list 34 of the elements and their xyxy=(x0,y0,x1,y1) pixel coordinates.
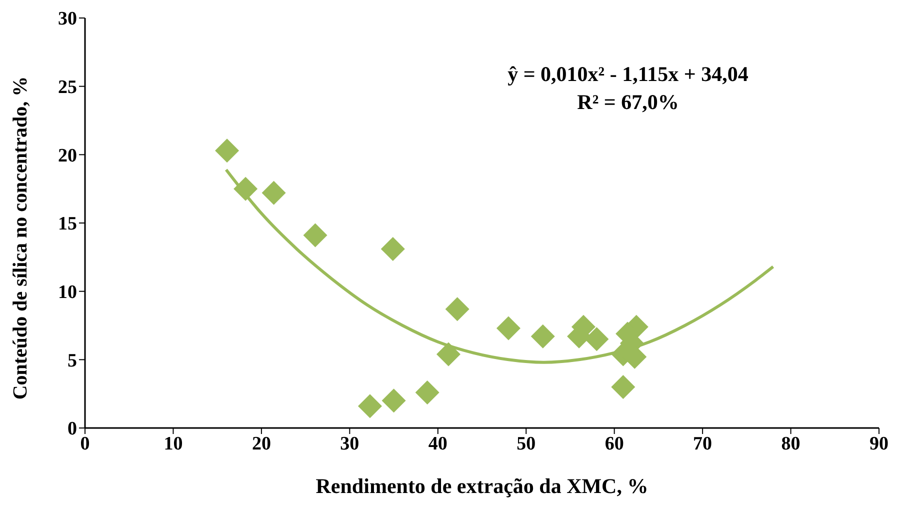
point xyxy=(380,236,405,261)
x-tick-label: 40 xyxy=(428,433,448,454)
x-tick-label: 90 xyxy=(870,433,888,454)
point xyxy=(234,176,258,201)
y-tick-label: 10 xyxy=(58,282,77,304)
x-tick-label: 10 xyxy=(164,433,183,454)
point xyxy=(382,388,406,413)
x-tick-label: 60 xyxy=(604,433,624,454)
point xyxy=(415,380,440,404)
y-axis-title: Conteúdo de sílica no concentrado, % xyxy=(10,76,32,400)
point xyxy=(530,324,555,348)
y-tick-label: 5 xyxy=(68,350,77,372)
point xyxy=(496,316,520,340)
point xyxy=(584,327,609,352)
y-tick-label: 20 xyxy=(58,145,77,166)
point xyxy=(262,180,286,205)
annotation: R² = 67,0% xyxy=(576,89,680,116)
x-tick-label: 50 xyxy=(516,433,536,454)
annotation: ŷ = 0,010x² - 1,115x + 34,04 xyxy=(506,61,750,88)
point xyxy=(445,297,470,322)
x-axis-title: Rendimento de extração da XMC, % xyxy=(316,474,648,498)
y-tick-label: 25 xyxy=(58,77,77,98)
y-tick-label: 0 xyxy=(68,418,77,440)
point xyxy=(611,375,636,399)
y-tick-label: 30 xyxy=(58,8,77,30)
x-tick-label: 70 xyxy=(693,433,712,454)
x-tick-label: 80 xyxy=(781,433,800,454)
point xyxy=(358,394,382,418)
x-tick-label: 30 xyxy=(340,433,360,454)
point xyxy=(303,223,328,248)
point xyxy=(436,342,460,366)
point xyxy=(215,138,240,163)
y-tick-label: 15 xyxy=(58,214,77,235)
x-tick-label: 20 xyxy=(252,433,271,454)
